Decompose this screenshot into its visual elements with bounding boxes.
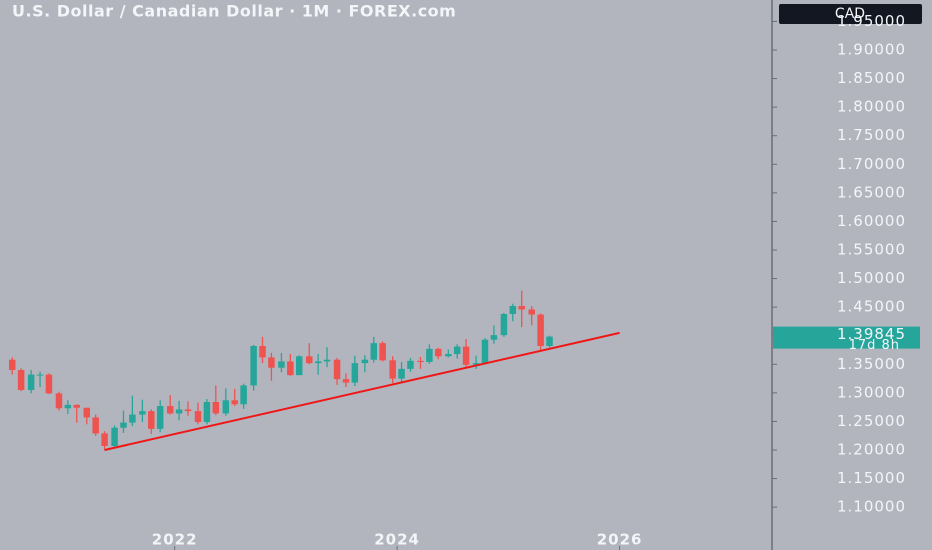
candle-body [156, 406, 164, 429]
y-tick-label: 1.60000 [837, 212, 906, 230]
candle-body [398, 368, 405, 379]
candle-body [518, 306, 525, 310]
candle-body [36, 374, 44, 376]
y-tick-label: 1.65000 [837, 183, 906, 201]
candle-body [8, 359, 16, 370]
y-tick-label: 1.75000 [837, 126, 906, 144]
candle-body [175, 409, 183, 414]
y-tick-label: 1.20000 [837, 441, 906, 459]
candle-body [120, 422, 127, 428]
candle-body [500, 314, 508, 336]
y-tick-label: 1.25000 [837, 412, 906, 430]
candle-body [27, 374, 35, 390]
y-tick-label: 1.45000 [837, 298, 906, 316]
candle-body [212, 402, 220, 414]
y-tick-label: 1.55000 [837, 241, 906, 259]
candle-body [240, 385, 247, 405]
candle-body [314, 361, 322, 364]
trendline [104, 331, 620, 451]
y-tick-label: 1.10000 [837, 498, 906, 516]
y-tick-label: 1.30000 [837, 383, 906, 401]
last-price-label: 1.39845 [837, 325, 906, 343]
candle-body [278, 361, 285, 368]
x-tick-label: 2024 [374, 531, 420, 549]
candle-body [472, 363, 480, 365]
candle-body [101, 433, 108, 446]
candle-body [92, 417, 99, 434]
candle-body [64, 404, 72, 409]
candle-body [222, 400, 230, 414]
candle-body [83, 407, 91, 418]
candle-body [389, 360, 396, 379]
candle-body [453, 346, 461, 354]
candle-body [342, 379, 350, 383]
candle-body [435, 348, 442, 357]
candle-body [445, 354, 452, 357]
candle-body [379, 343, 386, 361]
candle-body [462, 346, 470, 365]
candle-body [111, 427, 118, 446]
candle-body [361, 359, 369, 364]
x-tick-label: 2022 [152, 531, 198, 549]
y-tick-label: 1.15000 [837, 469, 906, 487]
candle-body [45, 374, 53, 394]
candle-body [426, 348, 433, 362]
candle-body [259, 346, 266, 358]
candle-body [184, 409, 192, 412]
y-tick-label: 1.70000 [837, 155, 906, 173]
candle-body [194, 411, 202, 422]
candle-body [333, 359, 341, 380]
candle-body [231, 400, 238, 405]
x-tick-label: 2026 [597, 531, 643, 549]
candle-body [417, 360, 424, 362]
candle-body [323, 359, 331, 362]
last-price-tag [773, 326, 920, 349]
candle-body [55, 393, 63, 409]
candle-body [509, 306, 517, 314]
currency-badge [779, 4, 922, 24]
candle-body [129, 414, 136, 423]
countdown-label: 17d 8h [849, 338, 900, 353]
y-tick-label: 1.50000 [837, 269, 906, 287]
candle-body [305, 356, 313, 364]
candle-body [17, 370, 25, 390]
y-tick-label: 1.90000 [837, 41, 906, 59]
candle-body [73, 404, 81, 408]
candle-body [295, 356, 303, 376]
y-tick-label: 1.95000 [837, 12, 906, 30]
candle-body [203, 402, 211, 422]
currency-label: CAD [835, 6, 865, 22]
candle-body [546, 336, 553, 346]
candle-body [370, 343, 378, 360]
chart-title: U.S. Dollar / Canadian Dollar · 1M · FOR… [12, 2, 456, 21]
y-tick-label: 1.35000 [837, 355, 906, 373]
candle-body [139, 411, 146, 415]
candle-body [351, 363, 359, 383]
y-tick-label: 1.80000 [837, 98, 906, 116]
candle-body [268, 357, 275, 368]
candle-body [490, 335, 498, 340]
candle-body [537, 314, 544, 346]
candle-body [287, 361, 294, 376]
candle-body [407, 360, 414, 369]
plot-area [8, 290, 620, 451]
candle-body [528, 309, 535, 315]
y-tick-label: 1.85000 [837, 69, 906, 87]
candle-body [250, 346, 257, 386]
candle-body [481, 339, 489, 364]
candle-body [148, 411, 155, 429]
candle-body [166, 406, 174, 414]
